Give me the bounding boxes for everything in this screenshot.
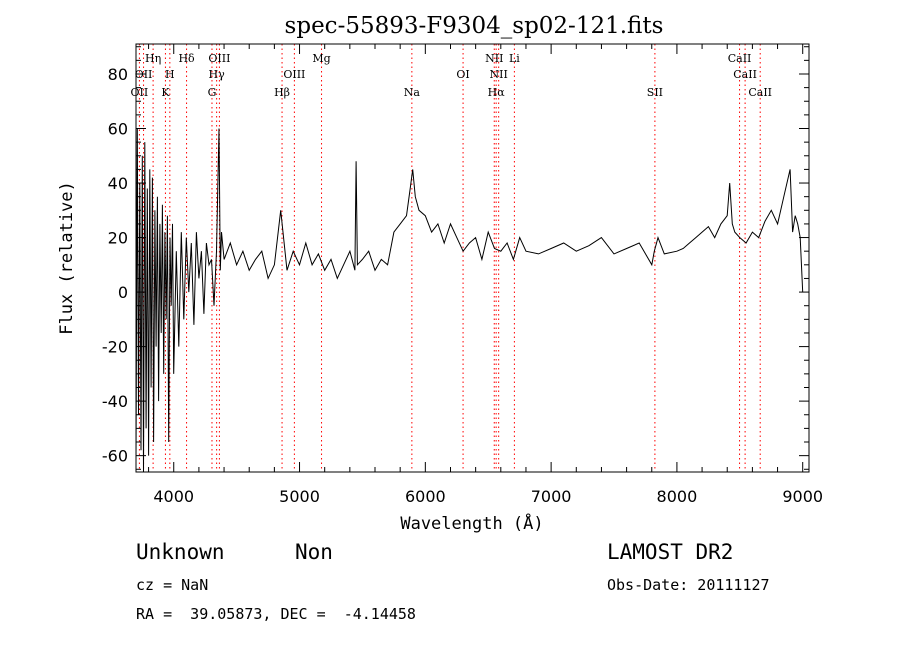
- spectral-line-label-0: OII: [131, 86, 149, 99]
- spectral-line-label-12: Na: [404, 86, 421, 99]
- y-tick-label-0: -60: [102, 447, 128, 466]
- chart-title: spec-55893-F9304_sp02-121.fits: [285, 13, 664, 39]
- x-tick-label-2: 6000: [405, 487, 446, 506]
- y-tick-label-6: 60: [108, 120, 128, 139]
- spectral-line-markers: [138, 44, 761, 472]
- spectrum-line: [135, 128, 804, 473]
- y-axis: -60 -40 -20 0 20 40 60 80: [102, 46, 809, 470]
- spectral-line-label-17: Li: [509, 52, 520, 65]
- y-tick-label-5: 40: [108, 174, 128, 193]
- spectral-line-label-1: OII: [135, 68, 153, 81]
- y-tick-label-1: -40: [102, 392, 128, 411]
- spectral-line-label-18: SII: [647, 86, 663, 99]
- spectral-line-label-3: H: [165, 68, 175, 81]
- spectral-line-label-20: CaII: [733, 68, 757, 81]
- spectral-line-label-11: Mg: [312, 52, 330, 65]
- y-tick-label-2: -20: [102, 338, 128, 357]
- spectral-line-label-19: CaII: [728, 52, 752, 65]
- spectral-line-label-16: Hα: [488, 86, 506, 99]
- y-axis-label: Flux (relative): [57, 181, 77, 335]
- spectral-line-label-7: Hγ: [209, 68, 226, 81]
- coordinates-label: RA = 39.05873, DEC = -4.14458: [136, 605, 416, 623]
- subclass-label: Non: [295, 540, 333, 564]
- spectral-line-label-14: NII: [485, 52, 503, 65]
- spectral-line-label-4: K: [161, 86, 170, 99]
- x-tick-label-3: 7000: [531, 487, 572, 506]
- redshift-label: cz = NaN: [136, 576, 209, 594]
- spectral-line-label-13: OI: [456, 68, 469, 81]
- x-tick-label-5: 9000: [782, 487, 823, 506]
- plot-frame: [135, 43, 810, 473]
- y-tick-label-3: 0: [118, 283, 128, 302]
- spectral-line-label-5: Hδ: [178, 52, 195, 65]
- spectral-line-label-10: OIII: [283, 68, 305, 81]
- spectral-line-label-15: NII: [490, 68, 508, 81]
- spectral-line-label-8: G: [208, 86, 217, 99]
- x-tick-label-4: 8000: [657, 487, 698, 506]
- obs-date-label: Obs-Date: 20111127: [607, 576, 770, 594]
- x-axis: 4000 5000 6000 7000 8000 9000: [148, 44, 823, 506]
- spectral-line-label-2: Hη: [145, 52, 161, 65]
- x-axis-label: Wavelength (Å): [400, 512, 543, 534]
- class-label: Unknown: [136, 540, 225, 564]
- x-tick-label-1: 5000: [279, 487, 320, 506]
- spectral-line-label-6: OIII: [208, 52, 230, 65]
- y-tick-label-7: 80: [108, 65, 128, 84]
- x-tick-label-0: 4000: [153, 487, 194, 506]
- spectral-line-label-21: CaII: [748, 86, 772, 99]
- spectral-line-label-9: Hβ: [274, 86, 290, 99]
- survey-label: LAMOST DR2: [607, 540, 734, 564]
- spectral-line-labels: OII OII Hη HK Hδ OIII Hγ G Hβ OIII Mg Na OI NII NII Hα L…: [131, 52, 772, 99]
- y-tick-label-4: 20: [108, 229, 128, 248]
